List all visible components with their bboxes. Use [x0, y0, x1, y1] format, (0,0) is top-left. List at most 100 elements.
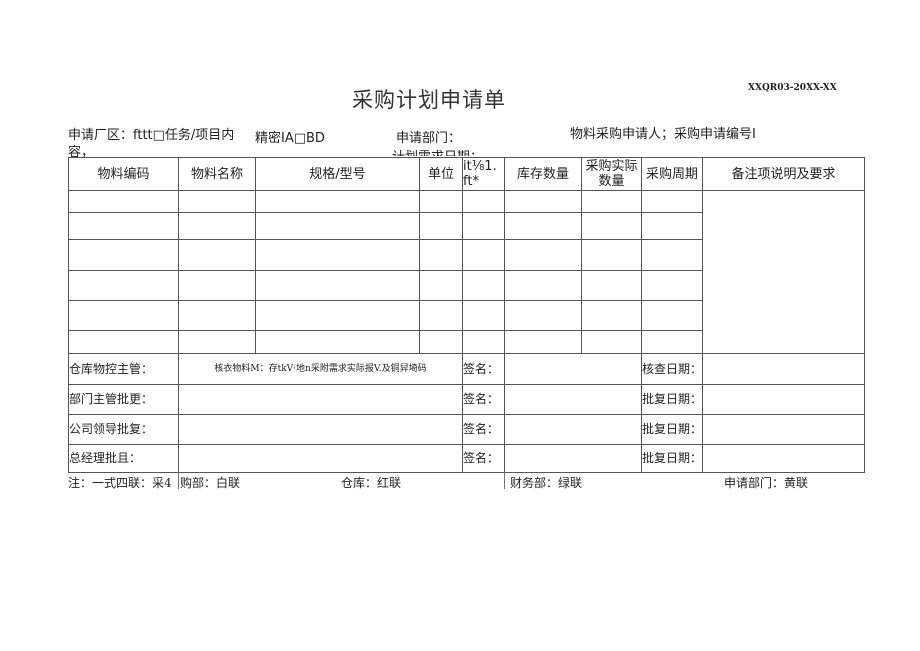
- table-row: [68, 270, 865, 301]
- table-row: [68, 330, 865, 354]
- col-header: it⅛1. ft*: [462, 157, 505, 191]
- cell[interactable]: [462, 300, 505, 331]
- form-code: XXQR03-20XX-XX: [748, 83, 837, 93]
- date-label: 批复日期：: [641, 414, 703, 445]
- cell[interactable]: [504, 239, 582, 271]
- cell[interactable]: [178, 239, 256, 271]
- footer-finance: 财务部：绿联: [510, 476, 583, 490]
- divider: [504, 472, 505, 489]
- cell[interactable]: [178, 330, 256, 354]
- footer-dept: 申请部门：黄联: [724, 476, 809, 490]
- table-row: [68, 190, 865, 354]
- cell[interactable]: [504, 270, 582, 301]
- header-row: 物料编码 物料名称 规格/型号 单位 it⅛1. ft* 库存数量 采购实际数量…: [68, 157, 865, 191]
- col-header: 库存数量: [504, 157, 582, 191]
- remarks-cell[interactable]: [702, 190, 865, 354]
- col-header: 物料编码: [68, 157, 179, 191]
- table-row: [68, 212, 865, 240]
- cell[interactable]: [581, 270, 642, 301]
- cell[interactable]: [641, 270, 703, 301]
- page-title: 采购计划申请单: [352, 88, 506, 112]
- cell[interactable]: [255, 212, 420, 240]
- cell[interactable]: [255, 239, 420, 271]
- approval-content[interactable]: [178, 384, 463, 415]
- footer-purchase: 购部：白联: [180, 476, 241, 490]
- cell[interactable]: [581, 190, 642, 213]
- cell[interactable]: [462, 239, 505, 271]
- plant-field: 申请厂区：fttt□任务/项目内: [68, 128, 235, 143]
- cell[interactable]: [419, 300, 463, 331]
- cell[interactable]: [68, 190, 179, 213]
- sign-field[interactable]: [504, 444, 642, 473]
- approval-content[interactable]: [178, 444, 463, 473]
- cell[interactable]: [462, 212, 505, 240]
- cell[interactable]: [504, 300, 582, 331]
- approval-content[interactable]: [178, 414, 463, 445]
- approval-row: 仓库物控主管： 核衣物料M：存tkV·地n采附需求实际报V.及铜舁埼码 签名： …: [68, 353, 865, 385]
- cell[interactable]: [462, 330, 505, 354]
- cell[interactable]: [178, 190, 256, 213]
- cell[interactable]: [462, 190, 505, 213]
- cell[interactable]: [255, 330, 420, 354]
- purchase-table: 物料编码 物料名称 规格/型号 单位 it⅛1. ft* 库存数量 采购实际数量…: [68, 157, 865, 473]
- cell[interactable]: [641, 300, 703, 331]
- date-field[interactable]: [702, 444, 865, 473]
- approval-content[interactable]: 核衣物料M：存tkV·地n采附需求实际报V.及铜舁埼码: [178, 353, 463, 385]
- cell[interactable]: [178, 212, 256, 240]
- col-header: 采购周期: [641, 157, 703, 191]
- cell[interactable]: [419, 190, 463, 213]
- approval-label: 公司领导批复：: [68, 414, 179, 445]
- cell[interactable]: [68, 212, 179, 240]
- sign-field[interactable]: [504, 353, 642, 385]
- applicant-field: 物料采购申请人；采购申请编号I: [570, 127, 756, 142]
- approval-label: 总经理批且：: [68, 444, 179, 473]
- cell[interactable]: [462, 270, 505, 301]
- cell[interactable]: [581, 212, 642, 240]
- cell[interactable]: [504, 212, 582, 240]
- cell[interactable]: [68, 300, 179, 331]
- cell[interactable]: [68, 270, 179, 301]
- cell[interactable]: [641, 212, 703, 240]
- approval-row: 公司领导批复： 签名： 批复日期：: [68, 414, 865, 445]
- col-header: 采购实际数量: [581, 157, 642, 191]
- date-field[interactable]: [702, 353, 865, 385]
- sign-field[interactable]: [504, 414, 642, 445]
- sign-label: 签名：: [462, 353, 505, 385]
- sign-field[interactable]: [504, 384, 642, 415]
- cell[interactable]: [641, 190, 703, 213]
- cell[interactable]: [178, 300, 256, 331]
- cell[interactable]: [255, 270, 420, 301]
- cell[interactable]: [255, 300, 420, 331]
- divider: [178, 472, 179, 489]
- cell[interactable]: [641, 330, 703, 354]
- col-header: 物料名称: [178, 157, 256, 191]
- date-label: 批复日期：: [641, 444, 703, 473]
- cell[interactable]: [504, 190, 582, 213]
- approval-label: 部门主管批更：: [68, 384, 179, 415]
- plant-field-cont: 容，: [68, 145, 95, 160]
- sign-label: 签名：: [462, 414, 505, 445]
- cell[interactable]: [419, 239, 463, 271]
- approval-row: 总经理批且： 签名： 批复日期：: [68, 444, 865, 473]
- cell[interactable]: [255, 190, 420, 213]
- cell[interactable]: [419, 330, 463, 354]
- date-field[interactable]: [702, 384, 865, 415]
- footer-note: 注：一式四联：采4: [68, 476, 172, 490]
- cell[interactable]: [504, 330, 582, 354]
- cell[interactable]: [68, 330, 179, 354]
- cell[interactable]: [68, 239, 179, 271]
- cell[interactable]: [581, 239, 642, 271]
- cell[interactable]: [641, 239, 703, 271]
- date-field[interactable]: [702, 414, 865, 445]
- cell[interactable]: [581, 330, 642, 354]
- need-date-field: 计划需求日期：: [392, 146, 483, 156]
- cell[interactable]: [419, 212, 463, 240]
- date-label: 核查日期：: [641, 353, 703, 385]
- dept-field: 申请部门：: [396, 131, 462, 146]
- cell[interactable]: [178, 270, 256, 301]
- cell[interactable]: [581, 300, 642, 331]
- approval-label: 仓库物控主管：: [68, 353, 179, 385]
- table-row: [68, 300, 865, 331]
- cell[interactable]: [419, 270, 463, 301]
- col-header: 规格/型号: [255, 157, 420, 191]
